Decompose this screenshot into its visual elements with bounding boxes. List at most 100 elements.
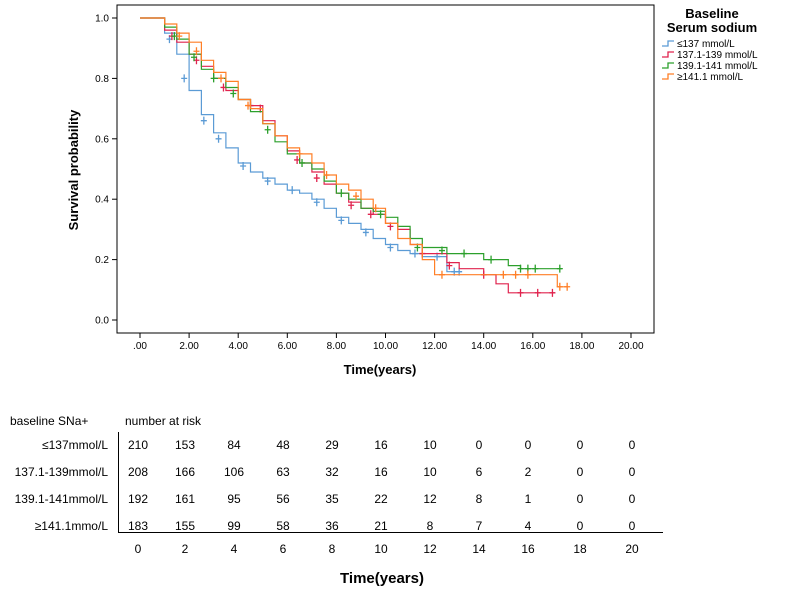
censor-mark: [200, 116, 207, 125]
risk-count: 0: [576, 438, 584, 452]
risk-time-label: 12: [423, 542, 437, 556]
risk-count: 36: [325, 519, 339, 533]
y-axis: 0.0 0.2 0.4 0.6 0.8 1.0: [95, 14, 117, 327]
censor-mark: [377, 210, 384, 219]
x-tick-label: .00: [133, 341, 147, 352]
risk-count: 58: [276, 519, 290, 533]
censor-mark: [313, 174, 320, 183]
series-4: [140, 17, 571, 291]
censor-mark: [218, 74, 225, 83]
censor-mark: [488, 255, 495, 264]
x-tick-label: 12.00: [422, 341, 447, 352]
censor-mark: [556, 264, 563, 273]
legend: Baseline Serum sodium ≤137 mmol/L137.1-1…: [662, 6, 758, 83]
risk-count: 8: [426, 519, 434, 533]
censor-mark: [289, 186, 296, 195]
censor-mark: [181, 74, 188, 83]
risk-time-label: 4: [230, 542, 238, 556]
censor-mark: [534, 288, 541, 297]
censor-mark: [264, 177, 271, 186]
risk-count: 0: [628, 519, 636, 533]
censor-mark: [438, 270, 445, 279]
risk-col-header: number at risk: [125, 414, 202, 428]
censor-mark: [191, 53, 198, 62]
risk-time-label: 2: [181, 542, 189, 556]
risk-count: 208: [127, 465, 149, 479]
x-axis-title: Time(years): [344, 362, 417, 377]
legend-title-line1: Baseline: [685, 6, 738, 21]
risk-count: 35: [325, 492, 339, 506]
risk-count: 16: [374, 465, 388, 479]
risk-table-vertical-rule: [118, 432, 119, 532]
risk-count: 21: [374, 519, 388, 533]
legend-swatch: [662, 40, 674, 47]
risk-count: 6: [475, 465, 483, 479]
censor-mark: [338, 189, 345, 198]
risk-count: 7: [475, 519, 483, 533]
censor-mark: [411, 249, 418, 258]
series-layer: [140, 17, 571, 297]
legend-label: ≤137 mmol/L: [677, 39, 735, 50]
risk-time-label: 0: [134, 542, 142, 556]
risk-count: 12: [423, 492, 437, 506]
risk-count: 0: [576, 519, 584, 533]
risk-count: 0: [576, 465, 584, 479]
censor-mark: [338, 216, 345, 225]
x-tick-label: 14.00: [471, 341, 496, 352]
censor-mark: [549, 288, 556, 297]
risk-count: 0: [576, 492, 584, 506]
risk-count: 106: [223, 465, 245, 479]
y-axis-title: Survival probability: [66, 109, 81, 230]
censor-mark: [348, 201, 355, 210]
risk-count: 192: [127, 492, 149, 506]
y-tick-label: 0.2: [95, 255, 109, 266]
legend-label: 137.1-139 mmol/L: [677, 50, 758, 61]
censor-mark: [313, 198, 320, 207]
legend-label: 139.1-141 mmol/L: [677, 61, 758, 72]
risk-count: 155: [174, 519, 196, 533]
survival-curve: [140, 17, 563, 270]
risk-count: 84: [227, 438, 241, 452]
risk-time-label: 16: [521, 542, 535, 556]
risk-row-label: ≥141.1mmo/L: [34, 519, 108, 533]
risk-table-x-title: Time(years): [340, 570, 424, 587]
risk-table: baseline SNa+ number at risk ≤137mmol/L 2…: [0, 400, 787, 591]
risk-count: 10: [423, 465, 437, 479]
x-tick-label: 6.00: [278, 341, 298, 352]
censor-mark: [446, 261, 453, 270]
risk-count: 153: [174, 438, 196, 452]
y-tick-label: 1.0: [95, 14, 109, 25]
censor-mark: [372, 204, 379, 213]
survival-chart: .00 2.00 4.00 6.00 8.00 10.00 12.00 14.00 16.00 1…: [66, 4, 758, 377]
risk-count: 10: [423, 438, 437, 452]
risk-row-header: baseline SNa+: [10, 414, 89, 428]
legend-title-line2: Serum sodium: [667, 20, 757, 35]
x-tick-label: 10.00: [373, 341, 398, 352]
x-axis: .00 2.00 4.00 6.00 8.00 10.00 12.00 14.00 16.00 1…: [133, 333, 644, 352]
risk-count: 29: [325, 438, 339, 452]
risk-count: 161: [174, 492, 196, 506]
x-tick-label: 20.00: [618, 341, 643, 352]
risk-time-label: 6: [279, 542, 287, 556]
risk-count: 0: [628, 438, 636, 452]
risk-count: 32: [325, 465, 339, 479]
censor-mark: [193, 47, 200, 56]
censor-mark: [353, 192, 360, 201]
risk-count: 16: [374, 438, 388, 452]
censor-mark: [524, 270, 531, 279]
risk-count: 166: [174, 465, 196, 479]
x-tick-label: 2.00: [179, 341, 199, 352]
risk-row-label: 139.1-141mmol/L: [14, 492, 108, 506]
risk-count: 2: [524, 465, 532, 479]
risk-count: 4: [524, 519, 532, 533]
censor-mark: [517, 288, 524, 297]
censor-mark: [500, 270, 507, 279]
risk-count: 95: [227, 492, 241, 506]
survival-curve: [140, 17, 462, 273]
censor-mark: [461, 249, 468, 258]
legend-label: ≥141.1 mmol/L: [677, 72, 744, 83]
risk-count: 183: [127, 519, 149, 533]
risk-row-label: 137.1-139mmol/L: [14, 465, 108, 479]
legend-swatch: [662, 62, 674, 69]
